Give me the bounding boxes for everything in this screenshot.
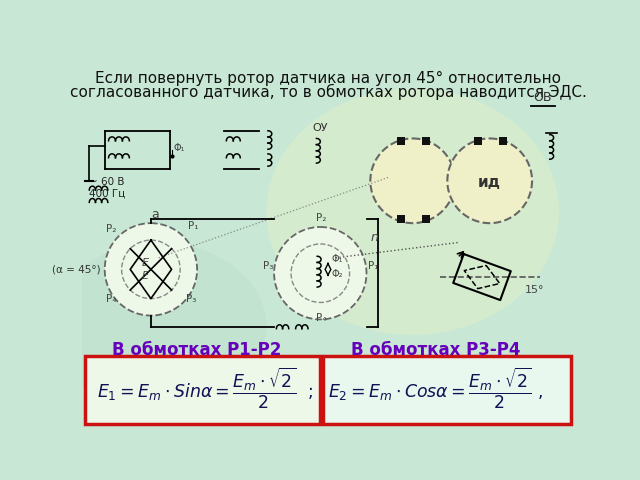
Text: ид: ид xyxy=(478,175,501,190)
Text: В обмотках Р1-Р2: В обмотках Р1-Р2 xyxy=(113,341,282,359)
Bar xyxy=(474,137,482,144)
Circle shape xyxy=(371,138,455,223)
Text: Если повернуть ротор датчика на угол 45° относительно: Если повернуть ротор датчика на угол 45°… xyxy=(95,72,561,86)
Text: Φ₁: Φ₁ xyxy=(331,254,342,264)
Text: В обмотках Р3-Р4: В обмотках Р3-Р4 xyxy=(351,341,520,359)
Text: ~ 60 В
400 Гц: ~ 60 В 400 Гц xyxy=(90,177,125,199)
Text: Φ₁: Φ₁ xyxy=(174,144,186,154)
Circle shape xyxy=(274,227,367,319)
Bar xyxy=(499,137,507,144)
Text: P₄: P₄ xyxy=(106,294,116,304)
Text: P₁: P₁ xyxy=(188,221,198,231)
Text: ОУ: ОУ xyxy=(312,123,328,133)
Text: P₃: P₃ xyxy=(186,294,196,304)
Bar xyxy=(323,356,570,424)
Text: $E_2 = E_m \cdot Cos\alpha = \dfrac{E_m \cdot \sqrt{2}}{2}$ ,: $E_2 = E_m \cdot Cos\alpha = \dfrac{E_m … xyxy=(328,366,543,411)
Text: 15°: 15° xyxy=(524,285,544,295)
Bar xyxy=(397,216,405,223)
Text: ОВ: ОВ xyxy=(533,91,551,104)
Text: P₄: P₄ xyxy=(316,313,326,323)
Circle shape xyxy=(105,223,197,315)
Text: E: E xyxy=(141,258,148,268)
Text: P₂: P₂ xyxy=(106,224,116,234)
Text: n: n xyxy=(371,231,378,244)
Ellipse shape xyxy=(266,88,559,335)
Text: $E_1 = E_m \cdot Sin\alpha = \dfrac{E_m \cdot \sqrt{2}}{2}$  ;: $E_1 = E_m \cdot Sin\alpha = \dfrac{E_m … xyxy=(97,366,313,411)
Bar xyxy=(84,356,320,424)
Bar xyxy=(422,216,429,223)
Ellipse shape xyxy=(51,242,266,412)
Text: P₃: P₃ xyxy=(263,261,274,271)
Text: a: a xyxy=(151,208,159,221)
Text: P₂: P₂ xyxy=(316,213,326,223)
Circle shape xyxy=(447,138,532,223)
Text: P₁: P₁ xyxy=(368,261,378,271)
Text: Φ₂: Φ₂ xyxy=(331,269,342,279)
Text: (α = 45°): (α = 45°) xyxy=(52,264,101,275)
Bar xyxy=(397,137,405,144)
Text: согласованного датчика, то в обмотках ротора наводится ЭДС.: согласованного датчика, то в обмотках ро… xyxy=(70,84,586,100)
Bar xyxy=(422,137,429,144)
Text: E: E xyxy=(141,271,148,280)
